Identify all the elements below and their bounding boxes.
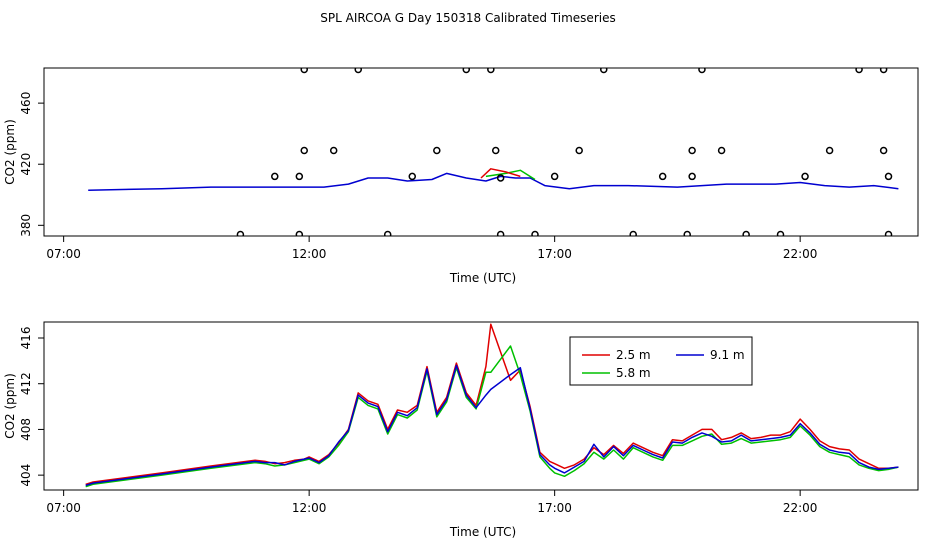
series-line-s58	[485, 169, 536, 181]
outlier-point	[531, 230, 539, 236]
plot-frame	[43, 321, 919, 491]
outlier-point	[575, 146, 583, 155]
y-tick-label: 404	[19, 464, 33, 487]
bottom-panel: 07:00 12:00 17:00 22:00 Time (UTC) 404 408 412 4…	[3, 321, 919, 539]
outlier-point	[683, 230, 691, 236]
outlier-point	[855, 68, 863, 74]
plot-area	[88, 68, 899, 236]
outlier-point	[462, 68, 471, 74]
outlier-point	[884, 172, 893, 181]
outlier-point	[688, 146, 696, 155]
outlier-point	[487, 68, 495, 74]
outlier-point	[698, 68, 706, 74]
outlier-point	[295, 230, 304, 236]
outlier-point	[496, 174, 505, 182]
outlier-point	[658, 172, 667, 181]
x-tick-label: 07:00	[46, 247, 81, 261]
series-line-s91	[88, 172, 899, 191]
y-tick-label: 460	[19, 92, 33, 115]
y-tick-label: 420	[19, 153, 33, 176]
legend-label: 5.8 m	[616, 366, 651, 380]
outlier-point	[496, 230, 505, 236]
chart-title: SPL AIRCOA G Day 150318 Calibrated Times…	[320, 11, 615, 25]
legend: 2.5 m 9.1 m 5.8 m	[569, 336, 753, 386]
x-axis-label: Time (UTC)	[449, 525, 516, 539]
top-panel: 07:00 12:00 17:00 22:00 Time (UTC) 380 420 460C…	[3, 67, 919, 285]
series-line-s25	[480, 168, 521, 179]
outlier-point	[717, 146, 726, 155]
y-tick-label: 408	[19, 418, 33, 441]
outlier-point	[329, 146, 338, 155]
outlier-point	[433, 146, 441, 155]
x-tick-label: 07:00	[46, 501, 81, 515]
outlier-point	[408, 172, 417, 181]
y-tick-label: 416	[19, 327, 33, 350]
outlier-point	[300, 146, 308, 155]
y-tick-label: 380	[19, 214, 33, 237]
x-tick-label: 12:00	[292, 247, 327, 261]
outlier-point	[884, 230, 893, 236]
y-axis-label: CO2 (ppm)	[3, 119, 17, 185]
series-line-s25	[85, 323, 899, 486]
legend-label: 9.1 m	[710, 348, 745, 362]
outlier-point	[879, 68, 888, 74]
series-line-s58	[85, 345, 899, 488]
outlier-point	[236, 230, 245, 236]
series-line-s91	[85, 364, 899, 487]
outlier-point	[354, 68, 362, 74]
x-tick-label: 22:00	[783, 247, 818, 261]
y-axis-label: CO2 (ppm)	[3, 373, 17, 439]
outlier-point	[688, 172, 696, 181]
outlier-point	[271, 172, 279, 181]
x-tick-label: 12:00	[292, 501, 327, 515]
outlier-point	[742, 230, 750, 236]
legend-box	[569, 336, 753, 386]
outlier-point	[825, 146, 834, 155]
outlier-point	[491, 146, 500, 155]
outlier-point	[629, 230, 637, 236]
outlier-point	[801, 172, 809, 181]
x-tick-label: 22:00	[783, 501, 818, 515]
outlier-point	[879, 146, 888, 155]
x-tick-label: 17:00	[537, 501, 572, 515]
outlier-point	[550, 172, 559, 181]
plot-frame	[43, 67, 919, 237]
legend-label: 2.5 m	[616, 348, 651, 362]
outlier-point	[776, 230, 785, 236]
outlier-point	[295, 172, 304, 181]
x-tick-label: 17:00	[537, 247, 572, 261]
x-axis-label: Time (UTC)	[449, 271, 516, 285]
plot-area	[85, 323, 899, 488]
outlier-point	[300, 68, 308, 74]
y-tick-label: 412	[19, 372, 33, 395]
outlier-point	[600, 68, 608, 74]
outlier-point	[383, 230, 392, 236]
